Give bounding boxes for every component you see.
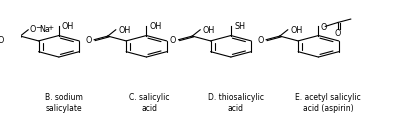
- Text: O: O: [85, 36, 92, 45]
- Text: +: +: [48, 25, 54, 31]
- Text: Na: Na: [39, 25, 50, 34]
- Text: SH: SH: [234, 22, 245, 31]
- Text: OH: OH: [62, 22, 74, 31]
- Text: O: O: [30, 25, 36, 34]
- Text: OH: OH: [118, 25, 131, 34]
- Text: C. salicylic
acid: C. salicylic acid: [129, 92, 170, 112]
- Text: OH: OH: [291, 25, 302, 34]
- Text: OH: OH: [149, 22, 161, 31]
- Text: O: O: [320, 23, 327, 32]
- Text: OH: OH: [203, 25, 215, 34]
- Text: O: O: [258, 36, 264, 45]
- Text: D. thiosalicylic
acid: D. thiosalicylic acid: [208, 92, 263, 112]
- Text: −: −: [35, 25, 41, 31]
- Text: O: O: [170, 36, 176, 45]
- Text: E. acetyl salicylic
acid (aspirin): E. acetyl salicylic acid (aspirin): [295, 92, 361, 112]
- Text: O: O: [335, 28, 341, 37]
- Text: B. sodium
salicylate: B. sodium salicylate: [45, 92, 82, 112]
- Text: O: O: [0, 36, 4, 45]
